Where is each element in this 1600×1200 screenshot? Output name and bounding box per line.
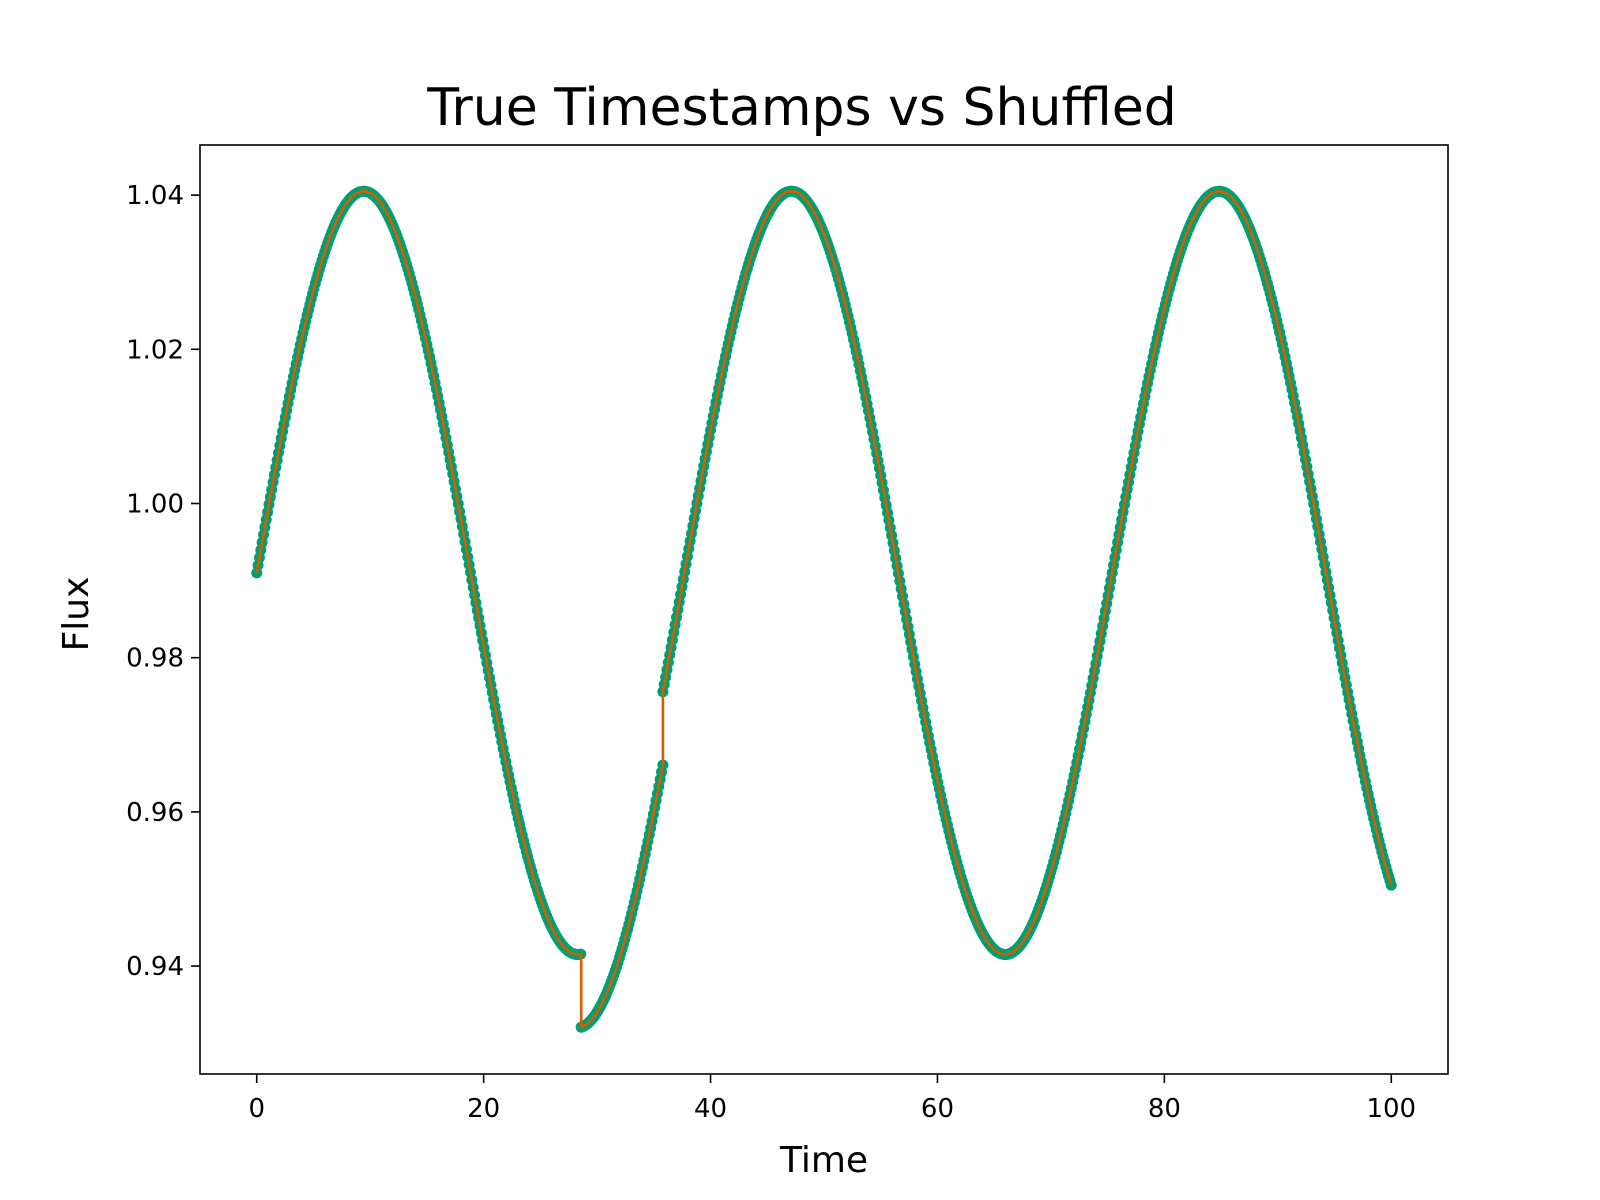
x-tick-label: 40 [694,1094,727,1124]
x-axis-title: Time [779,1140,868,1181]
x-axis: 0 20 40 60 80 100 [248,1074,1416,1124]
y-tick-label: 0.98 [126,644,184,674]
y-tick-label: 1.00 [126,489,184,519]
y-tick-label: 1.02 [126,335,184,365]
x-tick-label: 80 [1148,1094,1181,1124]
x-tick-label: 60 [921,1094,954,1124]
x-tick-label: 20 [467,1094,500,1124]
x-tick-label: 0 [248,1094,265,1124]
plot-frame [199,144,1449,1075]
y-axis-title: Flux [56,577,97,652]
y-tick-label: 1.04 [126,181,184,211]
series-points [251,185,1397,1033]
y-axis: 0.94 0.96 0.98 1.00 1.02 1.04 [126,181,200,982]
y-tick-label: 0.94 [126,952,184,982]
chart-title: True Timestamps vs Shuffled [426,78,1176,138]
x-tick-label: 100 [1366,1094,1416,1124]
series-line [255,189,1393,1029]
plot-area [251,185,1397,1033]
y-tick-label: 0.96 [126,798,184,828]
